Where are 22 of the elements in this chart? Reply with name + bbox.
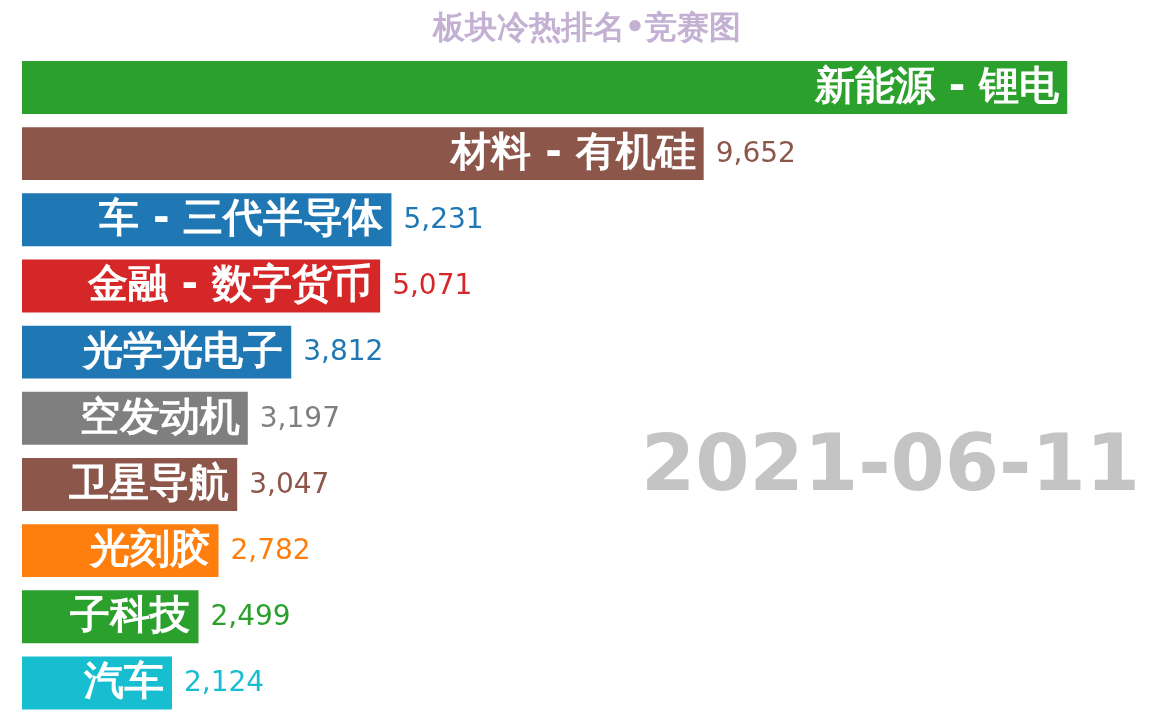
chart-title: 板块冷热排名•竞赛图 <box>431 7 742 46</box>
data-label: 9,652 <box>715 135 796 169</box>
annotation: 2021-06-11 <box>641 418 1140 509</box>
y-tick-label: 卫星导航 <box>69 458 230 505</box>
y-tick-label: 新能源 - 锂电 <box>813 61 1061 108</box>
data-label: 5,231 <box>403 202 484 236</box>
y-tick-label: 空发动机 <box>79 392 240 439</box>
data-label: 2,499 <box>210 599 291 633</box>
data-label: 3,197 <box>259 400 340 434</box>
data-label: 2,124 <box>184 665 265 699</box>
bar <box>22 61 1068 114</box>
y-tick-label: 金融 - 数字货币 <box>86 260 373 307</box>
data-label: 3,047 <box>249 466 330 500</box>
y-tick-label: 车 - 三代半导体 <box>97 194 385 241</box>
y-tick-label: 光学光电子 <box>81 326 284 373</box>
y-tick-label: 材料 - 有机硅 <box>449 128 696 175</box>
y-tick-label: 子科技 <box>69 591 191 638</box>
data-label: 2,782 <box>230 532 311 566</box>
data-label: 3,812 <box>303 334 384 368</box>
data-label: 5,071 <box>392 268 473 302</box>
y-tick-label: 汽车 <box>83 657 165 704</box>
y-tick-label: 光刻胶 <box>88 524 211 571</box>
